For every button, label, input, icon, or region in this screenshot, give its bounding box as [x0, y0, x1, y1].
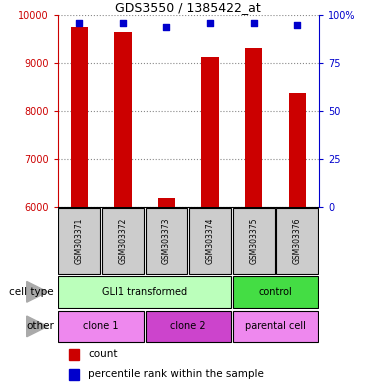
Bar	[201, 57, 219, 207]
Bar	[245, 48, 262, 207]
Bar	[233, 311, 318, 342]
Bar	[58, 208, 100, 274]
Text: GSM303374: GSM303374	[206, 218, 214, 264]
Text: cell type: cell type	[9, 287, 54, 297]
Bar	[276, 208, 318, 274]
Text: control: control	[259, 287, 292, 297]
Point	[120, 20, 126, 26]
Text: GSM303375: GSM303375	[249, 218, 258, 264]
Text: count: count	[88, 349, 118, 359]
Point	[251, 20, 257, 26]
Bar	[70, 27, 88, 207]
Bar	[102, 208, 144, 274]
Bar	[233, 208, 275, 274]
Bar	[145, 208, 187, 274]
Point	[164, 24, 170, 30]
Text: GSM303376: GSM303376	[293, 218, 302, 264]
Text: GSM303373: GSM303373	[162, 218, 171, 264]
Text: percentile rank within the sample: percentile rank within the sample	[88, 369, 264, 379]
Title: GDS3550 / 1385422_at: GDS3550 / 1385422_at	[115, 1, 261, 14]
Bar	[233, 276, 318, 308]
Text: GLI1 transformed: GLI1 transformed	[102, 287, 187, 297]
Text: other: other	[26, 321, 54, 331]
Text: GSM303371: GSM303371	[75, 218, 84, 264]
Text: clone 2: clone 2	[170, 321, 206, 331]
Bar	[145, 311, 231, 342]
Bar	[114, 32, 132, 207]
Bar	[58, 276, 231, 308]
Polygon shape	[27, 281, 47, 302]
Point	[207, 20, 213, 26]
Bar	[69, 349, 79, 360]
Bar	[158, 198, 175, 207]
Bar	[189, 208, 231, 274]
Text: parental cell: parental cell	[245, 321, 306, 331]
Bar	[69, 369, 79, 380]
Point	[76, 20, 82, 26]
Bar	[289, 93, 306, 207]
Text: GSM303372: GSM303372	[118, 218, 127, 264]
Point	[294, 22, 300, 28]
Polygon shape	[27, 316, 47, 337]
Bar	[58, 311, 144, 342]
Text: clone 1: clone 1	[83, 321, 119, 331]
